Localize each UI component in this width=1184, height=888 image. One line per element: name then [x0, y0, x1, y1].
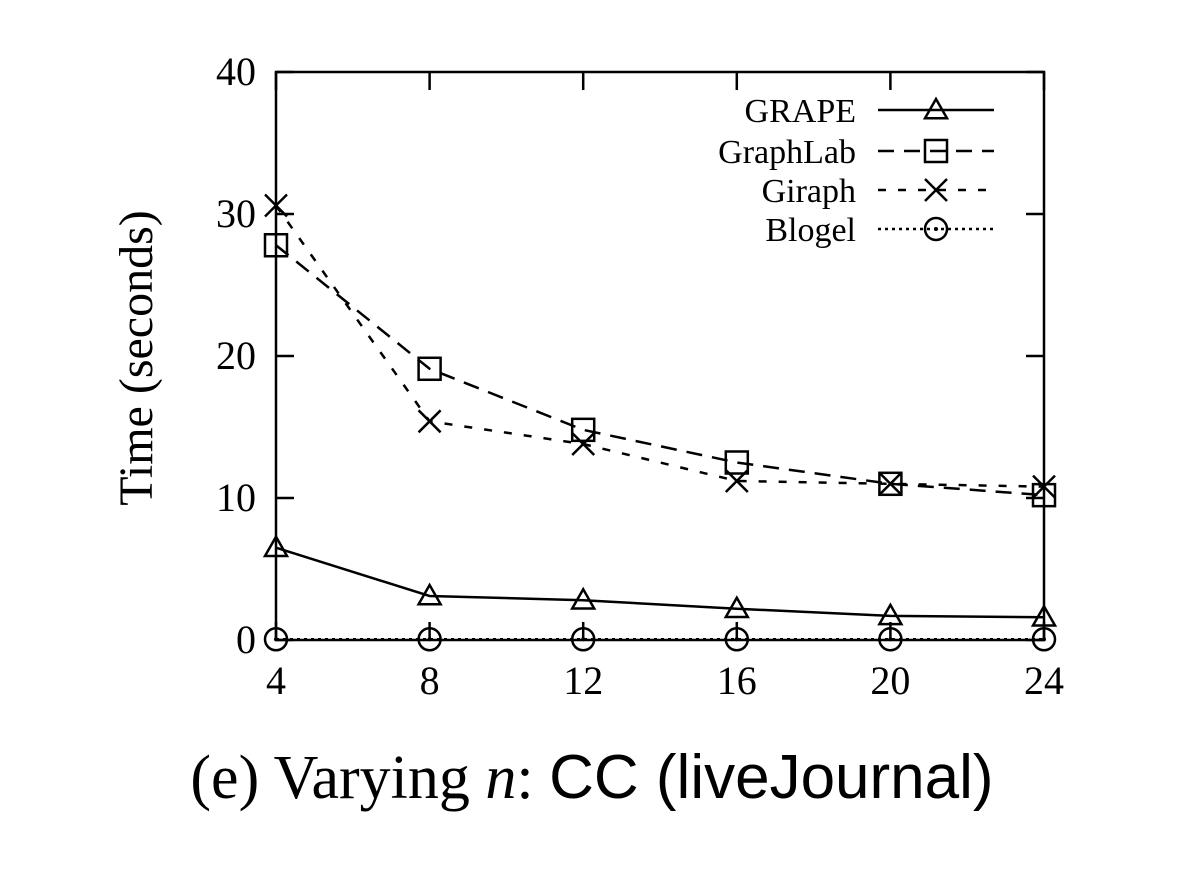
circle-outline [1031, 627, 1057, 652]
data-point-graphlab [570, 417, 596, 443]
cross-stroke [924, 178, 948, 202]
data-point-giraph [878, 471, 903, 496]
legend-marker-blogel [923, 216, 949, 242]
circle-outline [263, 627, 289, 652]
data-point-giraph [571, 432, 596, 456]
y-tick-label: 20 [216, 333, 256, 378]
legend-marker-giraph [924, 178, 948, 202]
caption-colon: : [516, 744, 550, 812]
series-blogel [263, 627, 1057, 652]
data-point-blogel [878, 627, 903, 652]
series-layer [262, 193, 1058, 652]
cross-stroke [264, 193, 288, 218]
cross-stroke [1032, 474, 1056, 499]
data-point-grape [570, 586, 597, 610]
series-line-graphlab [275, 244, 1045, 497]
x-axis: 4 8 12 16 20 24 [266, 72, 1064, 703]
caption-prefix: (e) Varying [190, 744, 486, 812]
line-chart: 0 10 20 30 40 4 8 12 16 20 24 Time (seconds) GRAP… [110, 49, 1064, 703]
y-tick-label: 30 [216, 191, 256, 236]
caption-text: CC (liveJournal) [549, 743, 994, 812]
plot-border [274, 70, 1046, 642]
circle-center [888, 637, 893, 642]
data-point-graphlab [263, 232, 289, 258]
plot-frame [274, 70, 1046, 642]
circle-outline [878, 627, 903, 652]
data-point-blogel [263, 627, 289, 652]
cross-stroke [417, 409, 442, 434]
cross-stroke [571, 432, 596, 456]
circle-center [274, 637, 278, 642]
legend-label-blogel: Blogel [765, 212, 856, 249]
circle-outline [417, 627, 442, 652]
circle-outline [724, 627, 750, 652]
data-point-blogel [570, 627, 596, 652]
y-tick-label: 40 [216, 49, 256, 94]
legend-label-graphlab: GraphLab [718, 134, 856, 171]
legend-marker-graphlab [923, 138, 949, 164]
x-tick-label: 24 [1024, 658, 1064, 703]
circle-outline [570, 627, 596, 652]
series-line-grape [275, 546, 1045, 619]
series-giraph [264, 193, 1056, 499]
y-tick-label: 10 [216, 475, 256, 520]
y-axis: 0 10 20 30 40 [216, 49, 1044, 662]
circle-center [427, 637, 432, 642]
data-point-graphlab [1031, 482, 1057, 508]
y-tick-label: 0 [236, 617, 256, 662]
series-grape [262, 534, 1058, 627]
cross-stroke [878, 471, 903, 496]
data-point-graphlab [417, 356, 442, 382]
caption-variable: n [485, 744, 517, 812]
figure-caption: (e) Varying n: CC (liveJournal) [0, 742, 1184, 814]
legend-marker-grape [922, 96, 950, 120]
data-point-giraph [724, 469, 749, 493]
data-point-blogel [1031, 627, 1057, 652]
x-tick-label: 4 [266, 658, 286, 703]
data-point-giraph [1032, 474, 1056, 499]
data-point-grape [262, 534, 290, 558]
legend-label-grape: GRAPE [745, 93, 856, 130]
y-axis-title: Time (seconds) [110, 210, 163, 506]
data-point-grape [416, 582, 443, 606]
x-tick-label: 16 [717, 658, 757, 703]
data-point-grape [723, 595, 750, 619]
circle-center [1042, 637, 1046, 642]
data-point-grape [877, 602, 904, 626]
legend-label-giraph: Giraph [762, 173, 856, 210]
circle-center [934, 227, 938, 231]
data-point-giraph [417, 409, 442, 434]
data-point-blogel [724, 627, 750, 652]
series-line-giraph [274, 204, 1045, 488]
data-point-graphlab [724, 450, 750, 475]
data-point-blogel [417, 627, 442, 652]
cross-stroke [724, 469, 749, 493]
series-graphlab [263, 232, 1057, 508]
data-point-giraph [264, 193, 288, 218]
x-tick-label: 12 [563, 658, 603, 703]
circle-outline [923, 216, 949, 242]
x-tick-label: 8 [420, 658, 440, 703]
data-point-grape [1030, 603, 1058, 627]
x-tick-label: 20 [870, 658, 910, 703]
circle-center [734, 637, 739, 642]
circle-center [581, 637, 586, 642]
